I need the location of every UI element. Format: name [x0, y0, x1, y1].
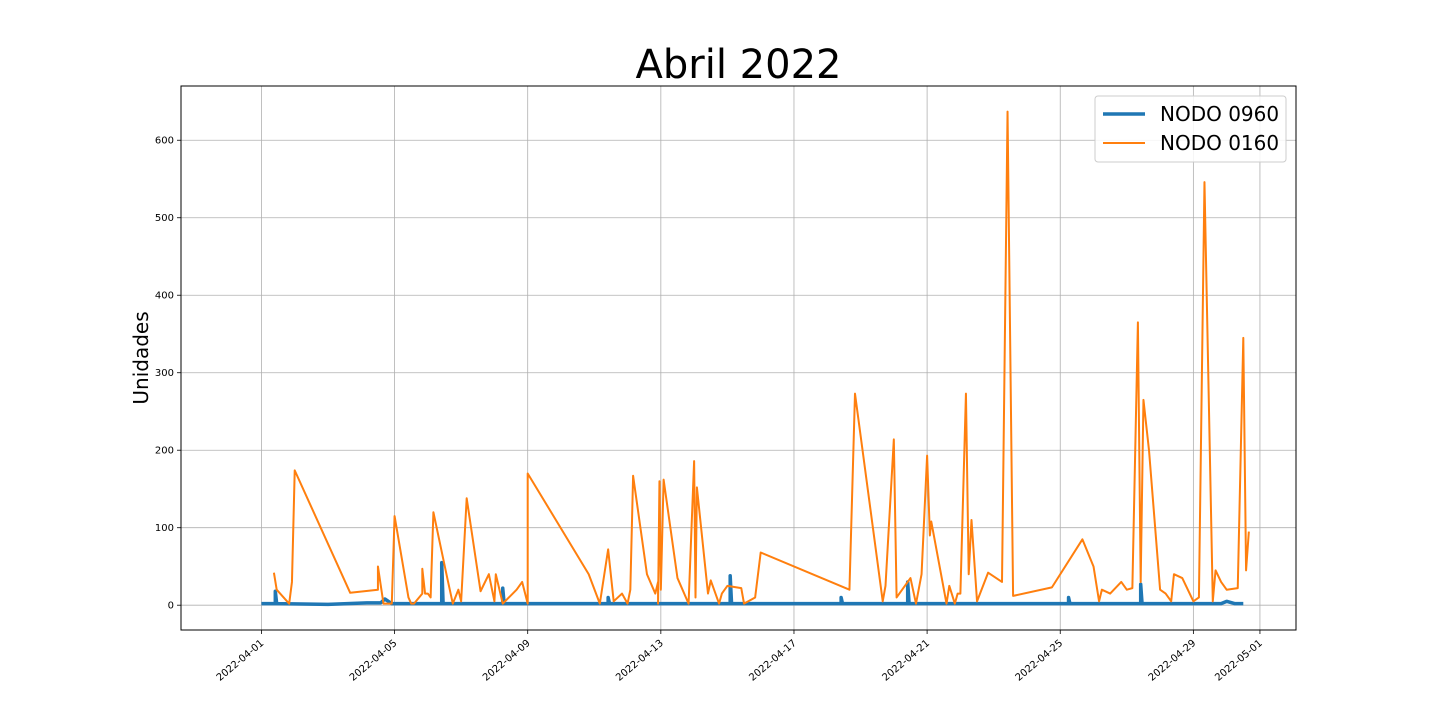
gridlines [181, 86, 1296, 630]
x-tick-label: 2022-04-09 [481, 638, 533, 684]
x-tick-label: 2022-05-01 [1213, 638, 1265, 684]
x-tick-label: 2022-04-29 [1147, 638, 1199, 684]
y-tick-label: 100 [155, 523, 174, 534]
x-tick-label: 2022-04-05 [348, 638, 400, 684]
legend-label: NODO 0960 [1160, 102, 1279, 126]
x-tick-label: 2022-04-21 [880, 638, 932, 684]
chart-title: Abril 2022 [636, 42, 842, 88]
y-tick-label: 0 [168, 601, 174, 612]
y-tick-label: 600 [155, 136, 174, 147]
y-axis-label: Unidades [129, 311, 153, 404]
y-tick-label: 500 [155, 213, 174, 224]
legend: NODO 0960 NODO 0160 [1094, 95, 1287, 163]
x-tick-label: 2022-04-01 [215, 638, 267, 684]
x-tick-label: 2022-04-25 [1014, 638, 1066, 684]
y-tick-label: 300 [155, 368, 174, 379]
series-layer [261, 110, 1250, 607]
y-tick-label: 400 [155, 291, 174, 302]
series-line-1 [261, 560, 1244, 607]
x-tick-label: 2022-04-13 [614, 638, 666, 684]
series-line-2 [272, 110, 1250, 605]
legend-label: NODO 0160 [1160, 131, 1279, 155]
plot-frame [180, 85, 1297, 631]
y-tick-label: 200 [155, 446, 174, 457]
x-tick-label: 2022-04-17 [747, 638, 799, 684]
